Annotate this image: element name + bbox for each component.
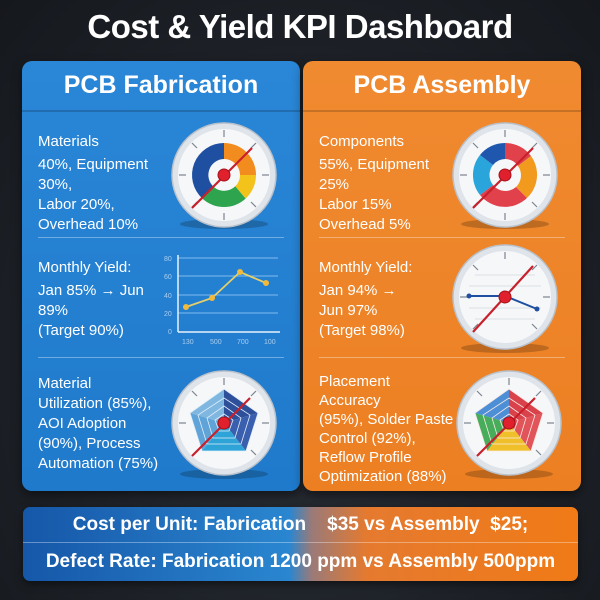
summary-bar: Cost per Unit: Fabrication $35 vs Assemb… (23, 507, 578, 581)
assembly-kpi-text: Placement Accuracy (95%), Solder Paste C… (319, 373, 454, 485)
fabrication-yield-section: Monthly Yield: Jan 85% → Jun 89% (Target… (22, 238, 300, 358)
svg-text:500: 500 (210, 339, 222, 346)
fabrication-kpi-radar-chart (171, 370, 277, 479)
assembly-header: PCB Assembly (303, 61, 581, 112)
assembly-panel: PCB Assembly Components 55%, Equipment 2… (303, 61, 581, 491)
svg-text:20: 20 (164, 311, 172, 318)
assembly-kpi-section: Placement Accuracy (95%), Solder Paste C… (303, 358, 581, 491)
assembly-yield-section: Monthly Yield: Jan 94% → Jun 97% (Target… (303, 238, 581, 358)
fabrication-kpi-text: Material Utilization (85%), AOI Adoption… (38, 375, 159, 472)
divider (319, 357, 565, 358)
svg-text:80: 80 (164, 256, 172, 263)
dashboard-title: Cost & Yield KPI Dashboard (87, 8, 513, 45)
fabrication-cost-section: Materials 40%, Equipment 30%, Labor 20%,… (22, 114, 300, 238)
fabrication-panel: PCB Fabrication Materials 40%, Equipment… (22, 61, 300, 491)
svg-text:100: 100 (264, 339, 276, 346)
fabrication-kpi-section: Material Utilization (85%), AOI Adoption… (22, 358, 300, 491)
assembly-cost-gauge-chart (452, 122, 558, 229)
fabrication-cost-gauge-chart (171, 122, 277, 229)
fabrication-yield-line-chart: 80 60 40 20 0 130 500 700 100 (164, 255, 280, 346)
svg-text:700: 700 (237, 339, 249, 346)
divider (38, 237, 284, 238)
svg-text:0: 0 (168, 329, 172, 336)
divider (319, 237, 565, 238)
assembly-yield-gauge-chart (452, 244, 558, 353)
assembly-cost-text: Components 55%, Equipment 25% Labor 15% … (319, 133, 430, 233)
fabrication-cost-text: Materials 40%, Equipment 30%, Labor 20%,… (38, 133, 149, 233)
cost-per-unit-summary: Cost per Unit: Fabrication $35 vs Assemb… (23, 507, 578, 543)
fabrication-yield-text: Monthly Yield: Jan 85% → Jun 89% (Target… (38, 259, 144, 339)
divider (38, 357, 284, 358)
assembly-kpi-radar-chart (456, 370, 562, 479)
fabrication-header: PCB Fabrication (22, 61, 300, 112)
svg-text:130: 130 (182, 339, 194, 346)
svg-text:40: 40 (164, 293, 172, 300)
defect-rate-summary: Defect Rate: Fabrication 1200 ppm vs Ass… (45, 551, 556, 572)
svg-text:60: 60 (164, 274, 172, 281)
assembly-cost-section: Components 55%, Equipment 25% Labor 15% … (303, 114, 581, 238)
assembly-yield-text: Monthly Yield: Jan 94% → Jun 97% (Target… (319, 259, 413, 339)
